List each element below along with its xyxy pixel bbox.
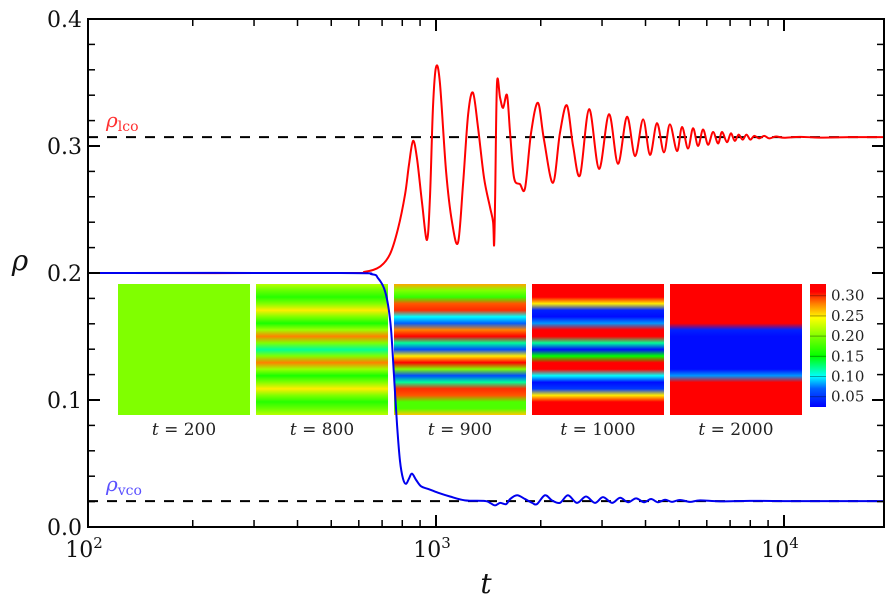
x-tick-label: 103	[413, 534, 451, 563]
reference-label-lco: ρlco	[105, 108, 139, 135]
snapshot-panel	[118, 284, 250, 415]
series-line-blue	[87, 271, 884, 507]
snapshot-label: t = 800	[290, 420, 354, 440]
reference-label-vco: ρvco	[105, 472, 142, 499]
colorbar-tick-label: 0.05	[831, 388, 864, 406]
y-tick-label: 0.1	[47, 389, 82, 414]
snapshot-panel	[394, 284, 526, 415]
reference-lines: ρlco ρvco	[88, 108, 884, 503]
series-line-red	[87, 64, 884, 275]
snapshot-panel	[532, 284, 664, 415]
snapshot-label: t = 900	[428, 420, 492, 440]
y-tick-label: 0.3	[47, 135, 82, 160]
colorbar-tick-label: 0.10	[831, 368, 864, 386]
snapshot-label: t = 200	[152, 420, 216, 440]
colorbar	[810, 284, 826, 407]
snapshot-label: t = 2000	[698, 420, 773, 440]
snapshot-label: t = 1000	[560, 420, 635, 440]
colorbar-tick-label: 0.30	[831, 287, 864, 305]
snapshot-panel	[256, 284, 388, 415]
colorbar-tick-label: 0.25	[831, 307, 864, 325]
x-tick-label: 102	[65, 534, 103, 563]
y-axis-label: ρ	[11, 244, 29, 277]
y-tick-label: 0.4	[47, 8, 82, 33]
x-axis-label: t	[480, 567, 492, 600]
colorbar-tick-label: 0.15	[831, 347, 864, 365]
colorbar-tick-label: 0.20	[831, 327, 864, 345]
inset-panels: t = 200 t = 800 t = 900 t = 1000 t = 2000 0.3…	[118, 284, 864, 440]
axis-ticks: 0.0 0.1 0.2 0.3 0.4 102 103 104	[47, 8, 884, 563]
snapshot-panel	[670, 284, 802, 415]
x-tick-label: 104	[761, 534, 799, 563]
y-tick-label: 0.2	[47, 262, 82, 287]
series-group	[87, 64, 884, 507]
y-tick-label: 0.0	[47, 516, 82, 541]
